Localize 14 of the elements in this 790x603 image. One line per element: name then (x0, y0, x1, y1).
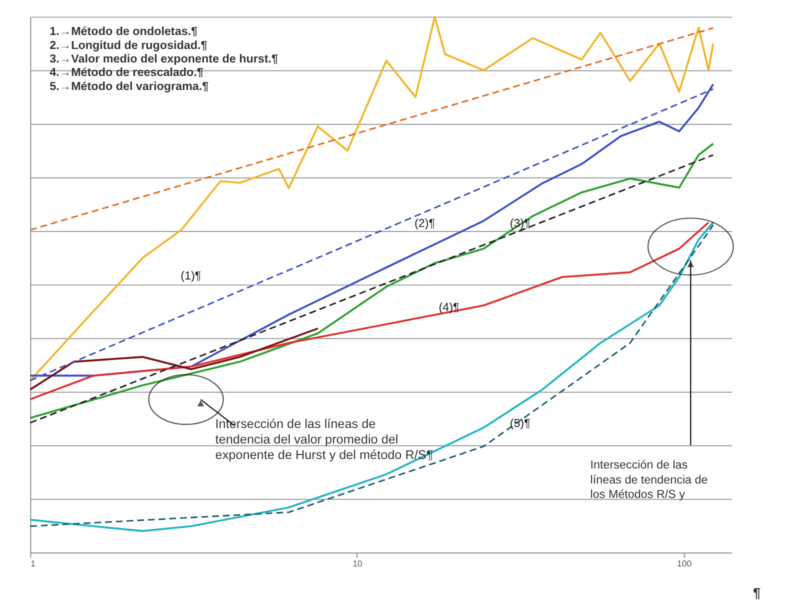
x-tick-label: 100 (676, 558, 692, 569)
annotation: (4)¶ (438, 300, 460, 314)
annotation: 1.→Método de ondoletas.¶ (50, 25, 198, 38)
x-tick-label: 1 (30, 558, 36, 569)
annotation: (2)¶ (414, 217, 435, 230)
annotation: Intersección de las líneas de tendencia de los Métodos R/S y (590, 458, 708, 501)
x-tick-label: 10 (352, 558, 362, 569)
annotation: 3.→Valor medio del exponente de hurst.¶ (50, 52, 278, 66)
annotation: 2.→Longitud de rugosidad.¶ (50, 38, 208, 52)
annotation: (1)¶ (180, 270, 202, 283)
annotation: 4.→Método de reescalado.¶ (50, 66, 204, 80)
text: ¶ (752, 585, 761, 600)
annotation: 5.→Método del variograma.¶ (50, 80, 210, 93)
annotation: (5)¶ (510, 416, 530, 430)
